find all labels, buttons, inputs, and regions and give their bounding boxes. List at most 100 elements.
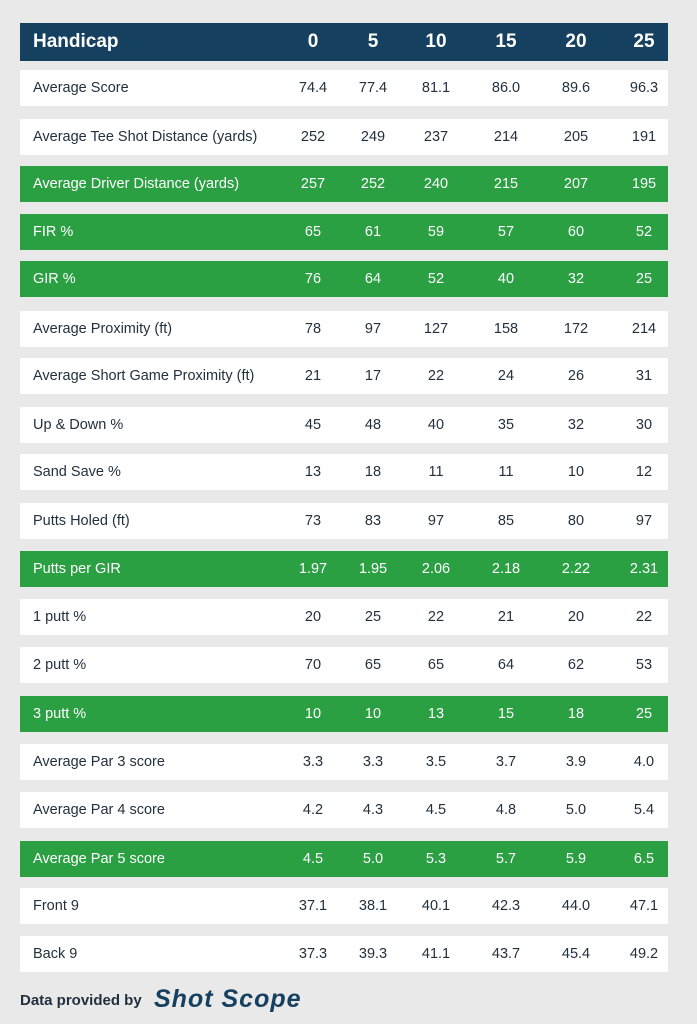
row-label: FIR %: [33, 224, 74, 240]
table-cell: 80: [567, 513, 585, 529]
row-label: Up & Down %: [33, 417, 124, 433]
table-cell: 25: [635, 271, 653, 287]
table-cell: 24: [497, 368, 515, 384]
table-cell: 18: [567, 706, 585, 722]
table-cell: 3.9: [565, 754, 587, 770]
table-row: Average Proximity (ft) 78 97 127 158 172 214: [20, 311, 668, 347]
table-cell: 81.1: [421, 80, 451, 96]
table-cell: 172: [563, 321, 589, 337]
table-cell: 17: [364, 368, 382, 384]
table-cell: 22: [427, 368, 445, 384]
table-row: GIR % 76 64 52 40 32 25: [20, 261, 668, 297]
table-cell: 207: [563, 176, 589, 192]
table-cell: 97: [635, 513, 653, 529]
table-cell: 44.0: [561, 898, 591, 914]
table-row: Back 9 37.3 39.3 41.1 43.7 45.4 49.2: [20, 936, 668, 972]
table-cell: 49.2: [629, 946, 659, 962]
table-cell: 53: [635, 657, 653, 673]
table-cell: 65: [304, 224, 322, 240]
row-label: Average Driver Distance (yards): [33, 176, 240, 192]
table-cell: 2.06: [421, 561, 451, 577]
table-cell: 97: [364, 321, 382, 337]
row-label: Average Par 5 score: [33, 851, 165, 867]
table-cell: 31: [635, 368, 653, 384]
column-header-0: 0: [307, 31, 319, 52]
table-cell: 4.3: [362, 802, 384, 818]
table-cell: 191: [631, 129, 657, 145]
table-cell: 1.97: [298, 561, 328, 577]
table-row: Front 9 37.1 38.1 40.1 42.3 44.0 47.1: [20, 888, 668, 924]
table-row: Average Short Game Proximity (ft) 21 17 22 2…: [20, 358, 668, 394]
table-row: Sand Save % 13 18 11 11 10 12: [20, 454, 668, 490]
row-label: Average Short Game Proximity (ft): [33, 368, 255, 384]
table-cell: 257: [300, 176, 326, 192]
table-cell: 37.3: [298, 946, 328, 962]
table-cell: 70: [304, 657, 322, 673]
table-cell: 37.1: [298, 898, 328, 914]
table-cell: 10: [364, 706, 382, 722]
table-cell: 4.0: [633, 754, 655, 770]
table-cell: 4.2: [302, 802, 324, 818]
table-cell: 4.5: [425, 802, 447, 818]
table-cell: 5.0: [362, 851, 384, 867]
footer-text: Data provided by: [20, 991, 142, 1009]
table-cell: 22: [427, 609, 445, 625]
table-cell: 214: [493, 129, 519, 145]
table-cell: 240: [423, 176, 449, 192]
table-row: Putts Holed (ft) 73 83 97 85 80 97: [20, 503, 668, 539]
table-cell: 64: [364, 271, 382, 287]
table-cell: 3.7: [495, 754, 517, 770]
stats-table: Handicap 0 5 10 15 20 25 Average Score 74.4 77.4 8…: [20, 23, 668, 972]
table-cell: 195: [631, 176, 657, 192]
table-cell: 25: [364, 609, 382, 625]
table-cell: 32: [567, 271, 585, 287]
table-cell: 26: [567, 368, 585, 384]
table-cell: 10: [304, 706, 322, 722]
table-cell: 65: [364, 657, 382, 673]
table-row: Average Par 4 score 4.2 4.3 4.5 4.8 5.0 5.4: [20, 792, 668, 828]
table-cell: 42.3: [491, 898, 521, 914]
table-cell: 15: [497, 706, 515, 722]
table-cell: 12: [635, 464, 653, 480]
table-cell: 3.5: [425, 754, 447, 770]
table-cell: 127: [423, 321, 449, 337]
table-cell: 5.9: [565, 851, 587, 867]
table-cell: 76: [304, 271, 322, 287]
table-cell: 85: [497, 513, 515, 529]
table-header-row: Handicap 0 5 10 15 20 25: [20, 23, 668, 61]
table-cell: 52: [635, 224, 653, 240]
shot-scope-logo-text: Shot Scope: [154, 986, 302, 1013]
row-label: Average Tee Shot Distance (yards): [33, 129, 258, 145]
table-cell: 20: [304, 609, 322, 625]
table-cell: 5.4: [633, 802, 655, 818]
row-label: 2 putt %: [33, 657, 87, 673]
table-row: 2 putt % 70 65 65 64 62 53: [20, 647, 668, 683]
table-cell: 43.7: [491, 946, 521, 962]
table-cell: 59: [427, 224, 445, 240]
table-cell: 97: [427, 513, 445, 529]
table-row: 3 putt % 10 10 13 15 18 25: [20, 696, 668, 732]
table-cell: 86.0: [491, 80, 521, 96]
row-label: Average Par 3 score: [33, 754, 165, 770]
table-row: Up & Down % 45 48 40 35 32 30: [20, 407, 668, 443]
table-cell: 32: [567, 417, 585, 433]
table-cell: 5.3: [425, 851, 447, 867]
table-cell: 214: [631, 321, 657, 337]
table-row: Average Par 3 score 3.3 3.3 3.5 3.7 3.9 4.0: [20, 744, 668, 780]
table-cell: 4.8: [495, 802, 517, 818]
column-header-20: 20: [565, 31, 587, 52]
table-cell: 60: [567, 224, 585, 240]
table-cell: 65: [427, 657, 445, 673]
table-cell: 22: [635, 609, 653, 625]
column-header-5: 5: [367, 31, 379, 52]
table-cell: 13: [304, 464, 322, 480]
row-label: Back 9: [33, 946, 78, 962]
row-label: 1 putt %: [33, 609, 87, 625]
table-cell: 21: [304, 368, 322, 384]
table-cell: 40: [427, 417, 445, 433]
table-cell: 237: [423, 129, 449, 145]
table-cell: 39.3: [358, 946, 388, 962]
table-cell: 249: [360, 129, 386, 145]
table-cell: 11: [498, 464, 514, 480]
table-cell: 13: [427, 706, 445, 722]
